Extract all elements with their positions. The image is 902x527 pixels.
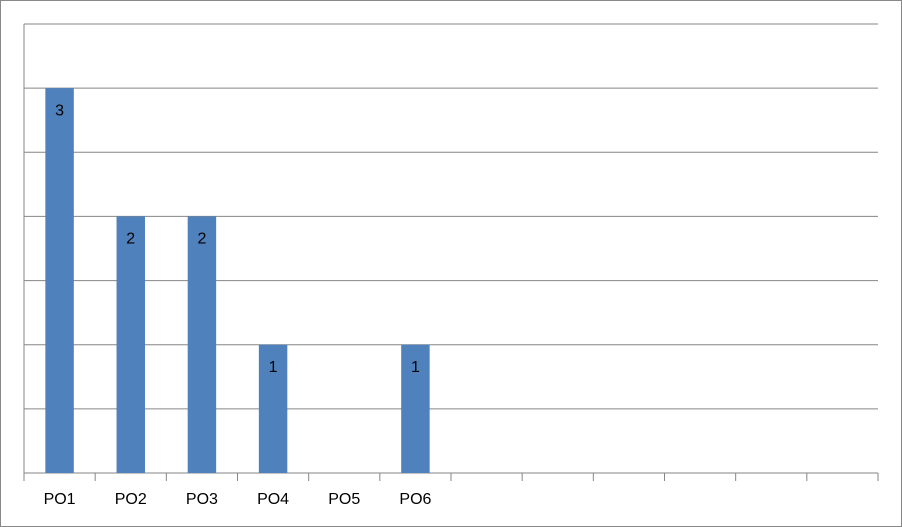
bar <box>258 344 288 473</box>
data-label: 2 <box>197 231 206 248</box>
bar <box>401 344 430 473</box>
x-tick-label: PO6 <box>399 491 431 508</box>
bar <box>187 216 217 473</box>
data-label: 2 <box>126 231 135 248</box>
x-tick-label: PO4 <box>257 491 289 508</box>
data-label: 1 <box>269 359 278 376</box>
bar <box>45 88 74 474</box>
x-tick-label: PO5 <box>328 491 360 508</box>
data-label: 1 <box>411 359 420 376</box>
bar <box>116 216 145 473</box>
data-label: 3 <box>55 102 64 119</box>
x-tick-label: PO1 <box>44 491 76 508</box>
x-tick-label: PO3 <box>186 491 218 508</box>
x-tick-label: PO2 <box>115 491 147 508</box>
